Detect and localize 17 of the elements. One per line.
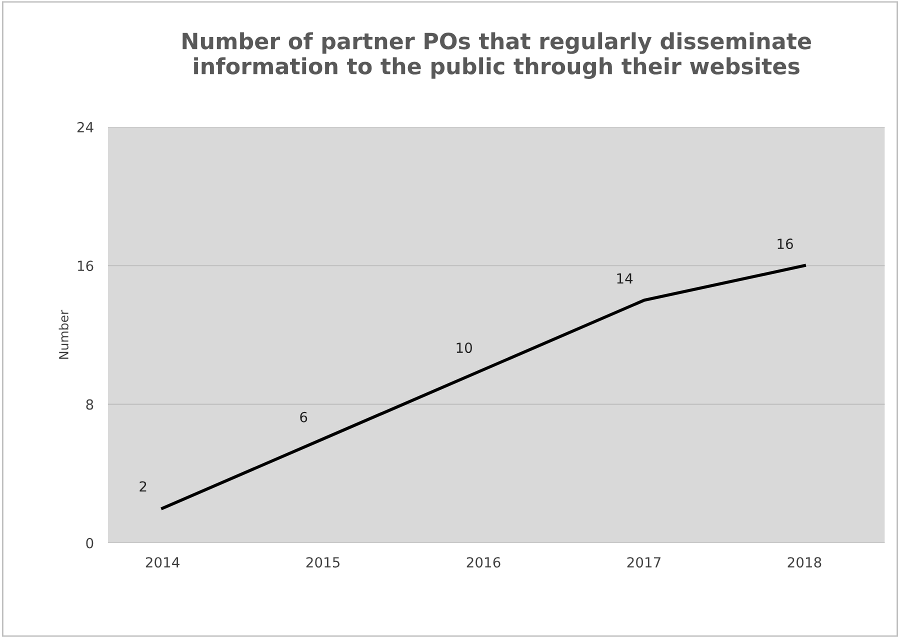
y-axis-title: Number <box>58 310 68 359</box>
x-tick-label: 2016 <box>466 557 500 568</box>
chart-title: Number of partner POs that regularly disseminate information to the public through their websites <box>182 32 811 79</box>
line-series <box>161 264 806 510</box>
y-tick-label: 0 <box>86 538 94 548</box>
data-label: 10 <box>456 342 472 354</box>
x-tick-label: 2017 <box>627 557 660 568</box>
y-tick-label: 8 <box>86 399 94 410</box>
data-label: 16 <box>778 238 793 250</box>
y-tick-label: 24 <box>77 122 94 132</box>
data-label: 6 <box>300 412 308 422</box>
y-tick-label: 16 <box>78 260 94 272</box>
x-tick-label: 2015 <box>306 557 340 568</box>
data-label: 14 <box>617 273 633 284</box>
x-tick-label: 2014 <box>146 557 180 568</box>
data-label: 2 <box>140 481 146 492</box>
x-tick-label: 2018 <box>788 557 822 568</box>
